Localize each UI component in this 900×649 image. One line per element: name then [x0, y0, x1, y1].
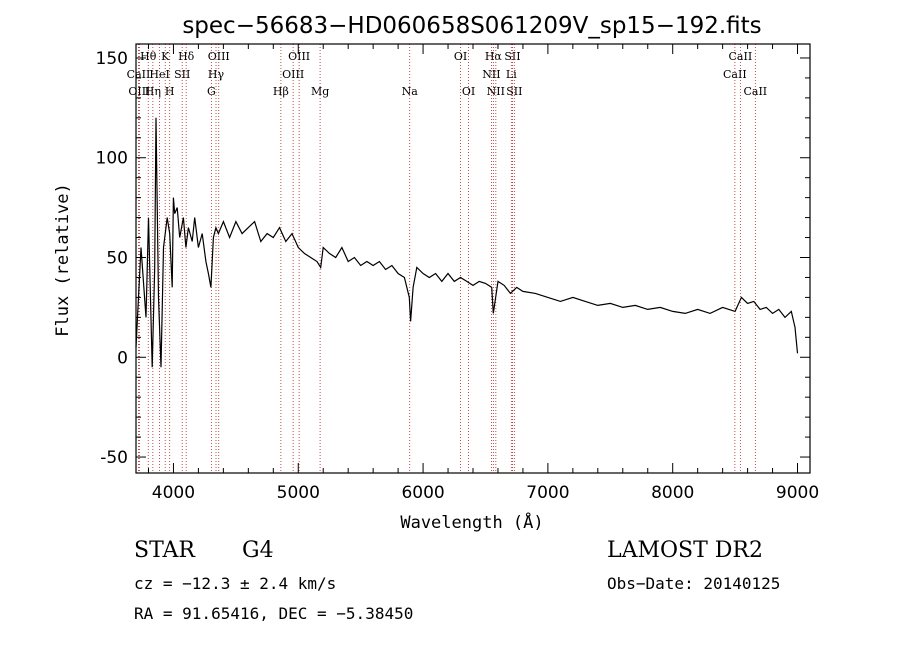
spectral-line-label: Hθ — [140, 50, 157, 63]
y-tick-label: 100 — [96, 149, 128, 169]
object-type: STAR — [134, 538, 195, 563]
y-tick-label: 150 — [96, 49, 128, 69]
x-tick-label: 4000 — [152, 483, 195, 503]
x-tick-label: 7000 — [526, 483, 569, 503]
plot-frame — [135, 43, 811, 474]
spectral-line-label: G — [207, 85, 216, 98]
x-tick-label: 9000 — [776, 483, 819, 503]
y-tick-label: 0 — [117, 348, 128, 368]
spectrum-line — [135, 117, 799, 368]
spectral-line-label: CaII — [729, 50, 753, 63]
x-axis-label: Wavelength (Å) — [400, 511, 543, 533]
redshift-info: cz = −12.3 ± 2.4 km/s — [134, 574, 337, 593]
spectral-line-label: Hα — [485, 50, 503, 63]
spectral-line-label: OI — [454, 50, 467, 63]
x-tick-label: 6000 — [401, 483, 444, 503]
y-tick-label: 50 — [106, 249, 128, 269]
x-tick-label: 8000 — [651, 483, 694, 503]
spectral-line-label: HeI — [149, 68, 169, 81]
spectral-line-label: Hδ — [178, 50, 195, 63]
spectral-line-label: SII — [174, 68, 190, 81]
spectral-line-label: Li — [506, 68, 517, 81]
spectral-line-label: Na — [402, 85, 419, 98]
subclass: G4 — [242, 538, 274, 563]
obs-date: Obs−Date: 20140125 — [607, 574, 781, 593]
coordinates: RA = 91.65416, DEC = −5.38450 — [134, 604, 414, 623]
spectral-line-label: Mg — [311, 85, 329, 98]
axis-ticks-layer: 4000 5000 6000 7000 8000 9000 -50 0 50 100 150 — [96, 44, 819, 503]
spectral-line-label: Hβ — [273, 85, 289, 98]
spectral-line-label: OIII — [128, 85, 150, 98]
y-axis-label: Flux (relative) — [53, 183, 73, 337]
spectral-line-label: K — [161, 50, 170, 63]
chart-title: spec−56683−HD060658S061209V_sp15−192.fit… — [182, 13, 761, 39]
spectral-line-label: SII — [504, 50, 520, 63]
spectral-line-label: OIII — [288, 50, 310, 63]
spectral-line-label: OI — [462, 85, 475, 98]
spectral-line-label: CaII — [127, 68, 151, 81]
spectral-line-label: OIII — [208, 50, 230, 63]
x-tick-label: 5000 — [277, 483, 320, 503]
spectral-line-label: Hη — [145, 85, 161, 98]
spectral-line-label: CaII — [723, 68, 747, 81]
spectral-line-label: Hγ — [208, 68, 225, 81]
spectral-line-label: NII — [487, 85, 505, 98]
spectral-line-label: OIII — [282, 68, 304, 81]
spectral-line-label: NII — [482, 68, 500, 81]
survey-name: LAMOST DR2 — [607, 538, 763, 563]
spectral-line-label: SII — [506, 85, 522, 98]
y-tick-label: -50 — [100, 448, 128, 468]
spectral-line-label: H — [165, 85, 175, 98]
spectral-line-label: CaII — [743, 85, 767, 98]
